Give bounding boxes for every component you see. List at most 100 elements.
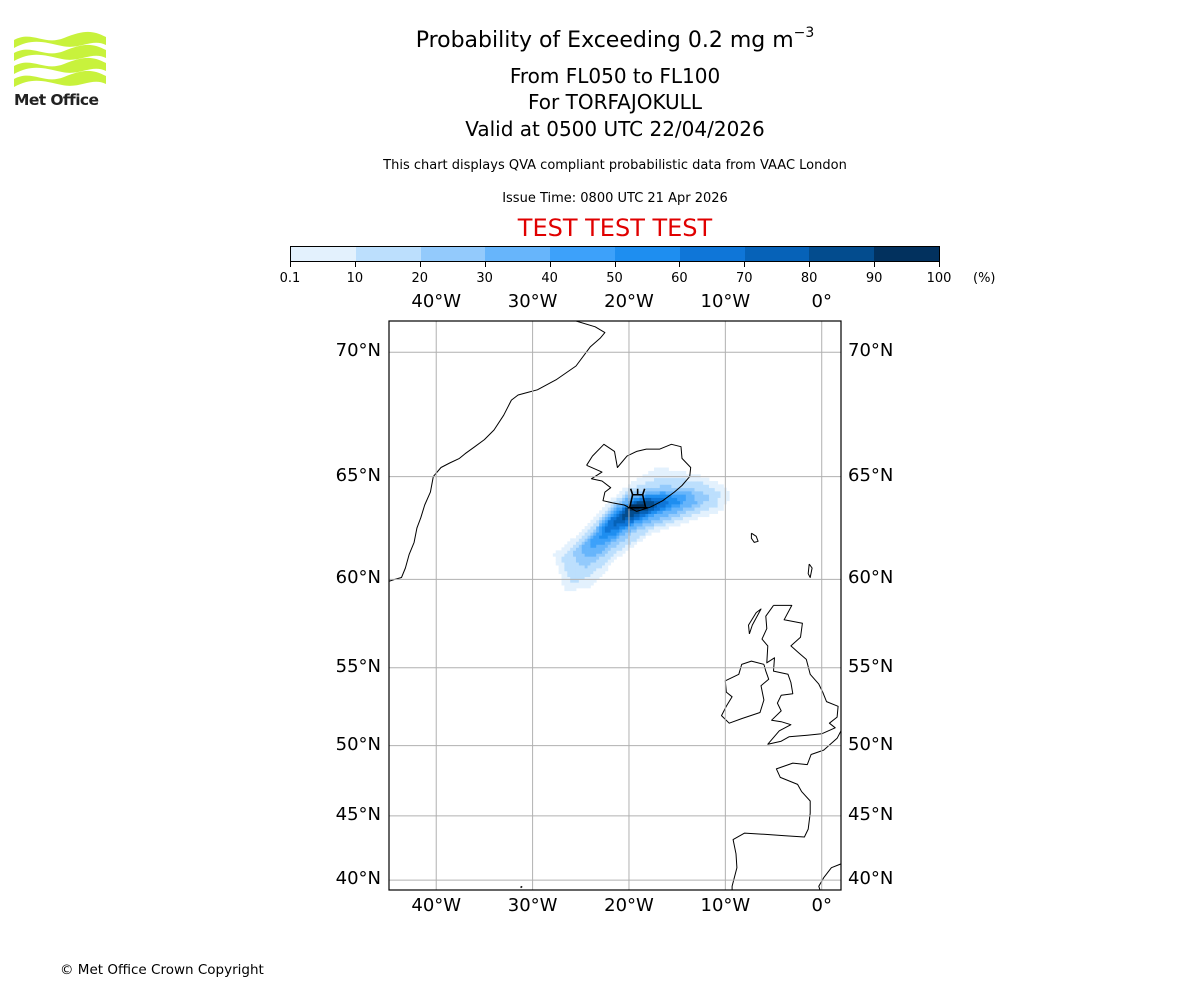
plume-cell [651,510,655,514]
plume-cell [570,570,574,575]
plume-cell [587,535,591,539]
plume-cell [697,484,701,489]
plume-cell [587,556,591,560]
plume-cell [590,562,594,566]
plume-cell [688,510,693,514]
plume-cell [610,559,614,563]
plume-cell [596,565,600,569]
plume-cell [578,582,583,586]
plume-cell [651,487,655,492]
plume-cell [613,510,617,514]
plume-cell [714,510,719,514]
plume-cell [717,484,721,489]
colorbar-tick-label: 20 [411,271,429,286]
plume-cell [587,576,591,580]
plume-cell [622,497,626,502]
plume-cell [651,484,655,489]
plume-cell [619,513,623,518]
plume-cell [706,484,710,489]
plume-cell [570,576,574,580]
plume-cell [601,567,606,572]
colorbar-tick-label: 60 [671,271,688,286]
colorbar-tick-label: 70 [736,271,753,286]
plume-cell [668,487,672,492]
plume-cell [561,582,565,586]
lon-label-top: 10°W [700,291,751,312]
plume-cell [654,513,658,518]
plume-cell [630,544,635,548]
plume-cell [581,532,586,536]
plume-cell [682,490,687,495]
plume-cell [682,516,687,521]
plume-cell [630,484,635,489]
plume-cell [691,503,695,508]
plume-cell [665,510,669,514]
plume-cell [601,550,606,554]
plume-cell [633,522,638,527]
plume-cell [593,529,597,533]
plume-cell [688,494,693,498]
plume-cell [561,576,565,580]
plume-cell [613,519,617,524]
plume-cell [619,503,623,508]
plume-cell [625,541,629,545]
plume-cell [619,535,623,539]
plume-cell [697,510,701,514]
plume-cell [630,541,635,545]
plume-cell [668,470,672,475]
plume-cell [680,510,684,514]
plume-cell [613,553,617,557]
colorbar-segment [614,247,680,261]
plume-cell [596,562,600,566]
plume-cell [625,494,629,498]
plume-cell [628,544,632,548]
plume-cell [607,532,612,536]
plume-cell [671,510,675,514]
plume-cell [636,535,640,539]
plume-cell [682,484,687,489]
plume-cell [578,559,583,563]
plume-cell [662,487,666,492]
plume-cell [628,494,632,498]
plume-cell [599,526,603,530]
plume-cell [610,535,614,539]
colorbar-segment [874,247,939,261]
plume-cell [604,556,609,560]
colorbar-segment [485,247,551,261]
plume-cell [651,470,655,475]
plume-cell [654,497,658,502]
plume-cell [630,513,635,518]
plume-cell [685,494,690,498]
plume-cell [682,497,687,502]
plume-cell [604,510,609,514]
plume-cell [581,562,586,566]
plume-cell [680,477,684,482]
plume-cell [619,497,623,502]
plume-cell [639,526,643,530]
plume-cell [656,467,661,472]
plume-cell [665,519,669,524]
plume-cell [587,529,591,533]
plume-cell [578,567,583,572]
plume-cell [706,487,710,492]
plume-cell [590,547,594,551]
plume-cell [604,516,609,521]
plume-cell [671,487,675,492]
plume-cell [607,519,612,524]
plume-cell [680,519,684,524]
lon-label-top: 30°W [507,291,558,312]
plume-cell [587,541,591,545]
plume-cell [593,565,597,569]
plume-cell [636,532,640,536]
plume-cell [677,497,681,502]
plume-cell [622,522,626,527]
plume-cell [604,559,609,563]
plume-cell [654,507,658,511]
plume-cell [601,532,606,536]
plume-cell [680,497,684,502]
plume-cell [593,538,597,542]
plume-cell [590,573,594,577]
plume-cell [671,513,675,518]
plume-cell [639,538,643,542]
plume-cell [567,541,571,545]
